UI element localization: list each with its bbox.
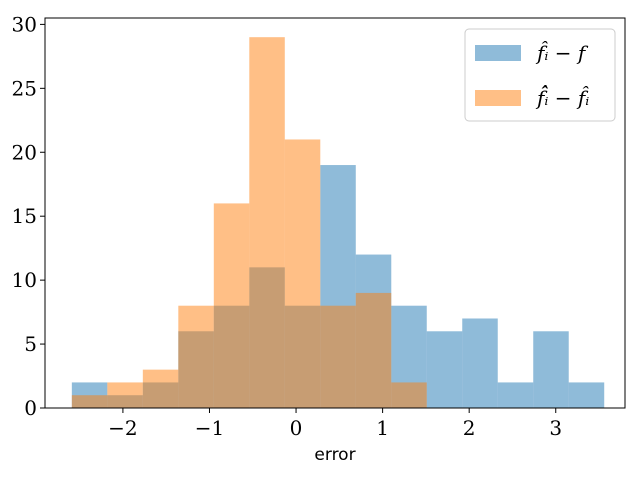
plot-frame — [44, 17, 626, 409]
bar-series-0-bin-14 — [568, 382, 605, 408]
bar-series-0-bin-10 — [426, 331, 463, 408]
legend-swatch-1 — [475, 90, 521, 106]
legend-label-0: f̂ᵢ − f — [535, 41, 589, 65]
x-axis-label: error — [314, 445, 355, 465]
y-axis-ticks: 0 5 10 15 20 25 30 — [12, 12, 45, 420]
bar-series-1-bin-1 — [107, 382, 143, 408]
y-tick-label: 25 — [12, 76, 37, 100]
legend-label-1: f̂̂ᵢ − f̂ᵢ — [535, 84, 590, 110]
bar-series-1-bin-2 — [142, 369, 179, 408]
x-tick-label: 0 — [290, 416, 303, 440]
x-tick-label: −2 — [108, 416, 137, 440]
y-tick-label: 15 — [12, 204, 37, 228]
legend: f̂ᵢ − f f̂̂ᵢ − f̂ᵢ — [464, 28, 616, 122]
y-tick-label: 5 — [24, 332, 37, 356]
y-tick-label: 20 — [12, 140, 37, 164]
legend-swatch-0 — [475, 45, 521, 61]
bar-series-1-bin-3 — [178, 305, 214, 408]
bar-series-0-bin-12 — [497, 382, 534, 408]
bar-series-1-bin-9 — [391, 382, 427, 408]
bar-series-1-bin-4 — [213, 203, 250, 408]
y-tick-label: 10 — [12, 268, 37, 292]
bar-series-0-bin-13 — [533, 331, 569, 408]
y-tick-label: 30 — [12, 12, 37, 36]
x-tick-label: 1 — [376, 416, 389, 440]
bar-series-1-bin-7 — [320, 305, 356, 408]
y-tick-label: 0 — [24, 396, 37, 420]
x-tick-label: 3 — [549, 416, 562, 440]
x-axis-ticks: −2 −1 0 1 2 3 — [108, 408, 562, 440]
bars-layer — [71, 37, 605, 408]
bar-series-1-bin-8 — [355, 292, 392, 408]
x-tick-label: −1 — [195, 416, 224, 440]
bar-series-1-bin-0 — [71, 395, 108, 408]
x-tick-label: 2 — [463, 416, 476, 440]
bar-series-1-bin-6 — [284, 139, 321, 408]
bar-series-0-bin-11 — [462, 318, 498, 408]
bar-series-1-bin-5 — [249, 37, 285, 408]
